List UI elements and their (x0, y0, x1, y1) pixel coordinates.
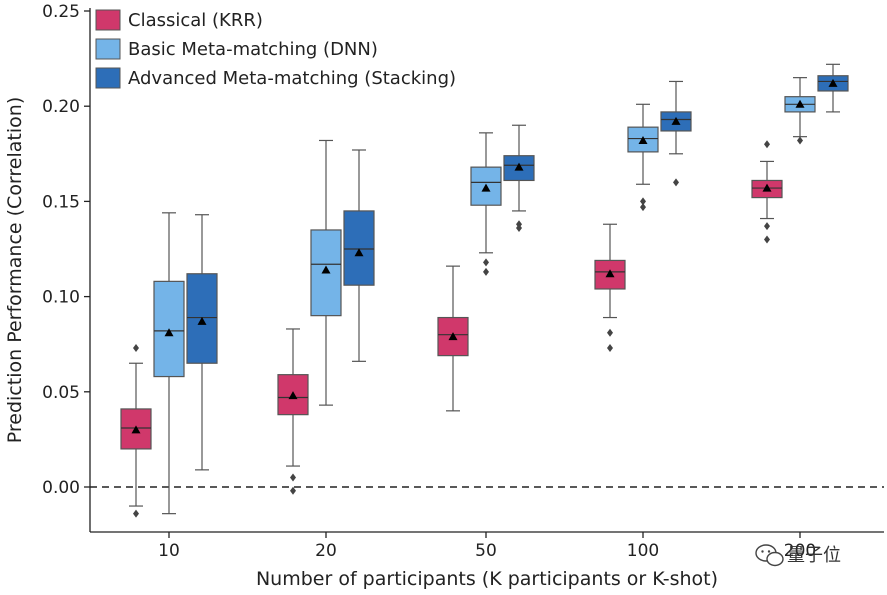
mean-marker (288, 391, 298, 400)
wechat-icon (755, 544, 784, 567)
outlier-point (764, 140, 770, 149)
box-groups (120, 63, 849, 518)
outlier-point (483, 267, 489, 276)
legend-label: Advanced Meta-matching (Stacking) (128, 68, 456, 89)
box-basic-meta-matching-dnn--10 (153, 212, 185, 515)
y-tick-label: 0.25 (42, 2, 80, 22)
watermark-text: 量子位 (787, 545, 841, 566)
box-basic-meta-matching-dnn--20 (310, 139, 342, 406)
legend-swatch (95, 9, 121, 31)
box-basic-meta-matching-dnn--50 (470, 132, 502, 276)
box-iqr (343, 210, 375, 286)
outlier-point (673, 178, 679, 187)
x-tick-label: 20 (315, 541, 337, 561)
outlier-point (764, 235, 770, 244)
box-advanced-meta-matching-stacking--10 (186, 214, 218, 471)
box-iqr (503, 155, 535, 182)
box-classical-krr--50 (437, 265, 469, 412)
axes (89, 8, 884, 533)
box-advanced-meta-matching-stacking--50 (503, 124, 535, 233)
box-advanced-meta-matching-stacking--20 (343, 149, 375, 362)
outlier-point (483, 258, 489, 267)
outlier-point (133, 509, 139, 518)
x-axis-title: Number of participants (K participants o… (256, 568, 718, 590)
outlier-point (640, 197, 646, 206)
outlier-point (607, 328, 613, 337)
y-axis-title: Prediction Performance (Correlation) (4, 97, 26, 443)
outlier-point (290, 486, 296, 495)
mean-marker (448, 332, 458, 341)
mean-marker (514, 162, 524, 171)
x-ticks: 10 20 50 100 200 (158, 532, 816, 561)
legend-label: Basic Meta-matching (DNN) (128, 39, 378, 60)
y-tick-label: 0.00 (42, 478, 80, 498)
outlier-point (516, 224, 522, 233)
y-tick-label: 0.10 (42, 288, 80, 308)
mean-marker (131, 425, 141, 434)
box-basic-meta-matching-dnn--200 (784, 77, 816, 145)
legend-label: Classical (KRR) (128, 10, 263, 31)
mean-marker (638, 135, 648, 144)
mean-marker (321, 265, 331, 274)
mean-marker (354, 248, 364, 257)
mean-marker (164, 328, 174, 337)
mean-marker (605, 269, 615, 278)
box-basic-meta-matching-dnn--100 (627, 103, 659, 212)
box-classical-krr--20 (277, 328, 309, 495)
outlier-point (290, 473, 296, 482)
mean-marker (197, 316, 207, 325)
y-tick-label: 0.15 (42, 192, 80, 212)
y-tick-label: 0.20 (42, 97, 80, 117)
box-classical-krr--200 (751, 140, 783, 244)
x-tick-label: 200 (784, 541, 816, 561)
outlier-point (640, 203, 646, 212)
x-tick-label: 100 (627, 541, 659, 561)
mean-marker (828, 78, 838, 87)
box-classical-krr--100 (594, 223, 626, 353)
box-advanced-meta-matching-stacking--200 (817, 63, 849, 113)
y-ticks: 0.00 0.05 0.10 0.15 0.20 0.25 (42, 2, 90, 498)
outlier-point (797, 136, 803, 145)
x-tick-label: 50 (475, 541, 497, 561)
legend-swatch (95, 67, 121, 89)
x-tick-label: 10 (158, 541, 180, 561)
box-advanced-meta-matching-stacking--100 (660, 80, 692, 187)
watermark: 量子位 (755, 544, 841, 567)
mean-marker (795, 99, 805, 108)
outlier-point (607, 344, 613, 353)
outlier-point (764, 222, 770, 231)
legend: Classical (KRR) Basic Meta-matching (DNN)… (95, 9, 456, 89)
legend-swatch (95, 38, 121, 60)
outlier-point (133, 344, 139, 353)
y-tick-label: 0.05 (42, 383, 80, 403)
mean-marker (481, 183, 491, 192)
box-classical-krr--10 (120, 344, 152, 518)
mean-marker (762, 183, 772, 192)
mean-marker (671, 116, 681, 125)
